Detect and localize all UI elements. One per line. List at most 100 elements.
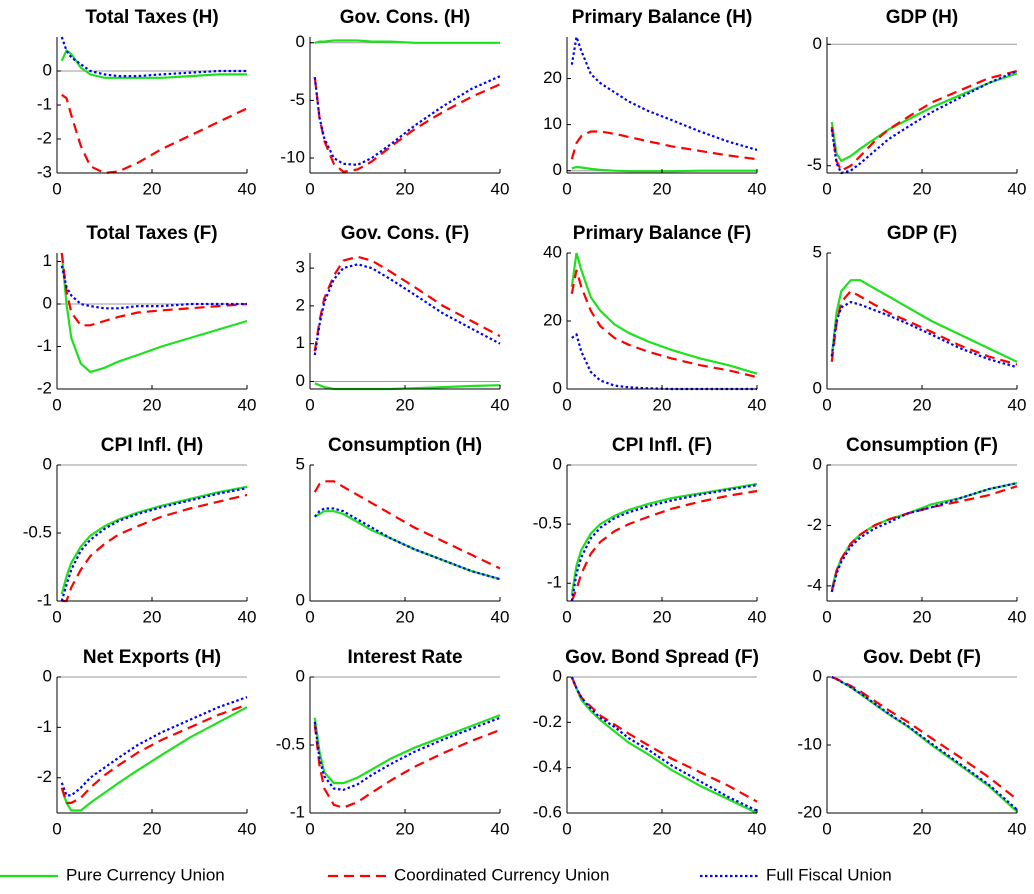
x-tick-label: 20 bbox=[913, 395, 932, 414]
series-line bbox=[571, 332, 757, 391]
panel-title: Consumption (F) bbox=[846, 435, 998, 456]
x-tick-label: 20 bbox=[913, 607, 932, 626]
series-line bbox=[60, 696, 248, 797]
series-line bbox=[830, 485, 1018, 593]
series-line bbox=[60, 485, 248, 595]
y-tick-label: 0 bbox=[43, 454, 52, 473]
y-tick-label: 1 bbox=[43, 251, 52, 270]
y-tick-label: 0 bbox=[296, 666, 305, 685]
legend-label: Pure Currency Union bbox=[66, 865, 225, 884]
panel-title: GDP (H) bbox=[886, 7, 958, 28]
series-line bbox=[830, 289, 1018, 366]
x-tick-label: 20 bbox=[143, 395, 162, 414]
y-tick-label: 1 bbox=[296, 333, 305, 352]
y-tick-label: -0.5 bbox=[276, 734, 305, 753]
y-tick-label: -4 bbox=[807, 575, 822, 594]
series-line bbox=[570, 676, 758, 803]
x-tick-label: 0 bbox=[305, 395, 314, 414]
series-line bbox=[830, 69, 1018, 175]
x-tick-label: 0 bbox=[822, 607, 831, 626]
x-tick-label: 20 bbox=[396, 819, 415, 838]
y-tick-label: -10 bbox=[797, 734, 822, 753]
y-tick-label: 0 bbox=[553, 160, 562, 179]
y-tick-label: 2 bbox=[296, 295, 305, 314]
x-tick-label: 20 bbox=[143, 179, 162, 198]
series-line bbox=[830, 482, 1018, 593]
y-tick-label: -0.2 bbox=[533, 712, 562, 731]
series-line bbox=[570, 130, 758, 161]
panel-title: Gov. Debt (F) bbox=[863, 647, 981, 668]
x-tick-label: 0 bbox=[822, 395, 831, 414]
series-line bbox=[60, 703, 248, 804]
series-line bbox=[830, 279, 1018, 363]
x-tick-label: 20 bbox=[913, 179, 932, 198]
series-line bbox=[60, 48, 247, 79]
panel-title: Primary Balance (H) bbox=[572, 7, 753, 28]
x-tick-label: 20 bbox=[396, 179, 415, 198]
y-tick-label: 20 bbox=[543, 310, 562, 329]
y-tick-label: 0 bbox=[296, 371, 305, 390]
x-tick-label: 40 bbox=[1008, 819, 1027, 838]
panel-title: Interest Rate bbox=[347, 647, 462, 668]
x-tick-label: 0 bbox=[305, 179, 314, 198]
y-tick-label: -5 bbox=[807, 155, 822, 174]
panel-title: Gov. Cons. (H) bbox=[340, 7, 471, 28]
series-line bbox=[60, 36, 247, 78]
panel-title: GDP (F) bbox=[887, 223, 957, 244]
x-tick-label: 40 bbox=[491, 607, 510, 626]
y-tick-label: 5 bbox=[296, 454, 305, 473]
panel-title: CPI Infl. (F) bbox=[612, 435, 712, 456]
series-line bbox=[313, 77, 501, 173]
series-line bbox=[314, 510, 501, 581]
y-tick-label: -1 bbox=[290, 802, 305, 821]
x-tick-label: 20 bbox=[653, 607, 672, 626]
series-line bbox=[61, 93, 248, 175]
series-line bbox=[60, 487, 248, 602]
series-line bbox=[571, 165, 757, 173]
x-tick-label: 20 bbox=[653, 819, 672, 838]
y-tick-label: 0 bbox=[43, 60, 52, 79]
y-tick-label: -0.5 bbox=[533, 514, 562, 533]
series-line bbox=[314, 382, 501, 391]
x-tick-label: 0 bbox=[562, 395, 571, 414]
x-tick-label: 0 bbox=[562, 607, 571, 626]
series-line bbox=[831, 675, 1018, 801]
legend-label: Full Fiscal Union bbox=[766, 865, 892, 884]
y-tick-label: -3 bbox=[37, 162, 52, 181]
legend-label: Coordinated Currency Union bbox=[394, 865, 609, 884]
series-line bbox=[313, 480, 501, 570]
y-tick-label: -1 bbox=[37, 717, 52, 736]
y-tick-label: -20 bbox=[797, 802, 822, 821]
y-tick-label: -2 bbox=[37, 378, 52, 397]
x-tick-label: 20 bbox=[396, 607, 415, 626]
y-tick-label: -1 bbox=[37, 336, 52, 355]
x-tick-label: 40 bbox=[748, 179, 767, 198]
y-tick-label: 0 bbox=[813, 34, 822, 53]
x-tick-label: 40 bbox=[1008, 607, 1027, 626]
series-line bbox=[570, 36, 758, 151]
x-tick-label: 0 bbox=[305, 819, 314, 838]
x-tick-label: 20 bbox=[396, 395, 415, 414]
series-line bbox=[313, 255, 501, 352]
y-tick-label: -10 bbox=[280, 148, 305, 167]
y-tick-label: -2 bbox=[37, 767, 52, 786]
series-line bbox=[830, 69, 1018, 173]
x-tick-label: 40 bbox=[238, 819, 257, 838]
y-tick-label: -1 bbox=[37, 94, 52, 113]
panel-title: CPI Infl. (H) bbox=[101, 435, 203, 456]
series-line bbox=[570, 489, 758, 602]
x-tick-label: 0 bbox=[52, 819, 61, 838]
y-tick-label: -0.5 bbox=[23, 522, 52, 541]
x-tick-label: 40 bbox=[748, 395, 767, 414]
y-tick-label: 0 bbox=[296, 32, 305, 51]
y-tick-label: 0 bbox=[43, 666, 52, 685]
series-line bbox=[313, 507, 501, 581]
x-tick-label: 40 bbox=[1008, 395, 1027, 414]
y-tick-label: -2 bbox=[807, 515, 822, 534]
panel-title: Total Taxes (H) bbox=[85, 7, 218, 28]
x-tick-label: 40 bbox=[1008, 179, 1027, 198]
panel-title: Total Taxes (F) bbox=[86, 223, 217, 244]
series-line bbox=[570, 676, 758, 814]
x-tick-label: 40 bbox=[491, 819, 510, 838]
